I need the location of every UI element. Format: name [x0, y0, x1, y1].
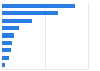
Bar: [2, 26, 19, 30]
Bar: [2, 41, 12, 45]
Bar: [2, 11, 58, 15]
Bar: [2, 56, 9, 60]
Bar: [2, 19, 32, 23]
Bar: [2, 63, 5, 67]
Bar: [2, 33, 14, 38]
Bar: [2, 4, 75, 8]
Bar: [2, 48, 11, 52]
